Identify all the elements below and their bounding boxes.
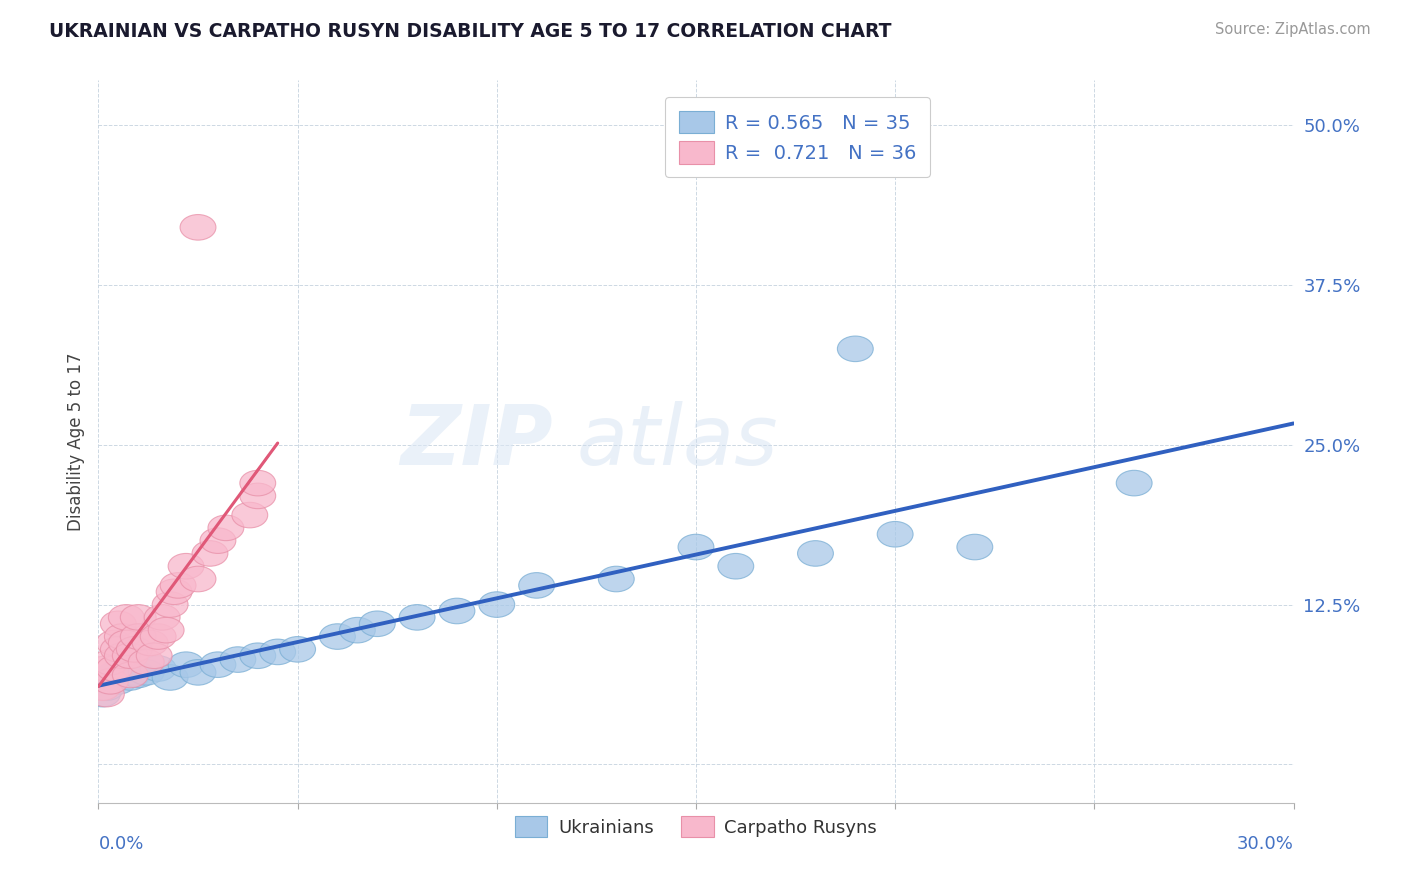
- Ellipse shape: [128, 649, 165, 675]
- Legend: Ukrainians, Carpatho Rusyns: Ukrainians, Carpatho Rusyns: [508, 809, 884, 845]
- Ellipse shape: [136, 643, 172, 668]
- Ellipse shape: [89, 656, 124, 681]
- Ellipse shape: [117, 659, 152, 685]
- Ellipse shape: [108, 630, 145, 656]
- Ellipse shape: [84, 681, 121, 706]
- Ellipse shape: [718, 553, 754, 579]
- Ellipse shape: [519, 573, 554, 599]
- Ellipse shape: [112, 643, 148, 668]
- Ellipse shape: [957, 534, 993, 560]
- Ellipse shape: [93, 668, 128, 694]
- Text: UKRAINIAN VS CARPATHO RUSYN DISABILITY AGE 5 TO 17 CORRELATION CHART: UKRAINIAN VS CARPATHO RUSYN DISABILITY A…: [49, 22, 891, 41]
- Ellipse shape: [479, 591, 515, 617]
- Ellipse shape: [360, 611, 395, 637]
- Ellipse shape: [399, 605, 434, 630]
- Ellipse shape: [208, 515, 243, 541]
- Ellipse shape: [838, 336, 873, 361]
- Ellipse shape: [108, 605, 145, 630]
- Ellipse shape: [219, 647, 256, 673]
- Ellipse shape: [169, 553, 204, 579]
- Ellipse shape: [89, 675, 124, 700]
- Ellipse shape: [193, 541, 228, 566]
- Ellipse shape: [180, 566, 217, 591]
- Ellipse shape: [93, 668, 128, 694]
- Ellipse shape: [439, 599, 475, 624]
- Ellipse shape: [97, 630, 132, 656]
- Text: 30.0%: 30.0%: [1237, 835, 1294, 853]
- Ellipse shape: [156, 579, 193, 605]
- Ellipse shape: [97, 662, 132, 688]
- Text: ZIP: ZIP: [399, 401, 553, 482]
- Ellipse shape: [240, 483, 276, 508]
- Ellipse shape: [132, 630, 169, 656]
- Text: atlas: atlas: [576, 401, 778, 482]
- Ellipse shape: [160, 573, 195, 599]
- Ellipse shape: [200, 652, 236, 678]
- Ellipse shape: [104, 624, 141, 649]
- Ellipse shape: [148, 617, 184, 643]
- Ellipse shape: [797, 541, 834, 566]
- Ellipse shape: [128, 659, 165, 685]
- Ellipse shape: [104, 643, 141, 668]
- Ellipse shape: [100, 668, 136, 694]
- Ellipse shape: [89, 681, 124, 706]
- Ellipse shape: [93, 649, 128, 675]
- Ellipse shape: [121, 624, 156, 649]
- Ellipse shape: [121, 605, 156, 630]
- Ellipse shape: [1116, 470, 1152, 496]
- Ellipse shape: [84, 675, 121, 700]
- Ellipse shape: [240, 643, 276, 668]
- Ellipse shape: [152, 665, 188, 690]
- Ellipse shape: [100, 611, 136, 637]
- Ellipse shape: [319, 624, 356, 649]
- Ellipse shape: [877, 522, 912, 547]
- Text: Source: ZipAtlas.com: Source: ZipAtlas.com: [1215, 22, 1371, 37]
- Ellipse shape: [145, 605, 180, 630]
- Ellipse shape: [200, 528, 236, 553]
- Ellipse shape: [141, 624, 176, 649]
- Y-axis label: Disability Age 5 to 17: Disability Age 5 to 17: [66, 352, 84, 531]
- Ellipse shape: [108, 656, 145, 681]
- Ellipse shape: [112, 665, 148, 690]
- Ellipse shape: [112, 662, 148, 688]
- Ellipse shape: [180, 215, 217, 240]
- Ellipse shape: [260, 639, 295, 665]
- Ellipse shape: [117, 637, 152, 662]
- Ellipse shape: [339, 617, 375, 643]
- Text: 0.0%: 0.0%: [98, 835, 143, 853]
- Ellipse shape: [97, 656, 132, 681]
- Ellipse shape: [121, 662, 156, 688]
- Ellipse shape: [100, 637, 136, 662]
- Ellipse shape: [599, 566, 634, 591]
- Ellipse shape: [169, 652, 204, 678]
- Ellipse shape: [280, 637, 315, 662]
- Ellipse shape: [180, 659, 217, 685]
- Ellipse shape: [240, 470, 276, 496]
- Ellipse shape: [678, 534, 714, 560]
- Ellipse shape: [141, 656, 176, 681]
- Ellipse shape: [232, 502, 267, 528]
- Ellipse shape: [152, 591, 188, 617]
- Ellipse shape: [104, 662, 141, 688]
